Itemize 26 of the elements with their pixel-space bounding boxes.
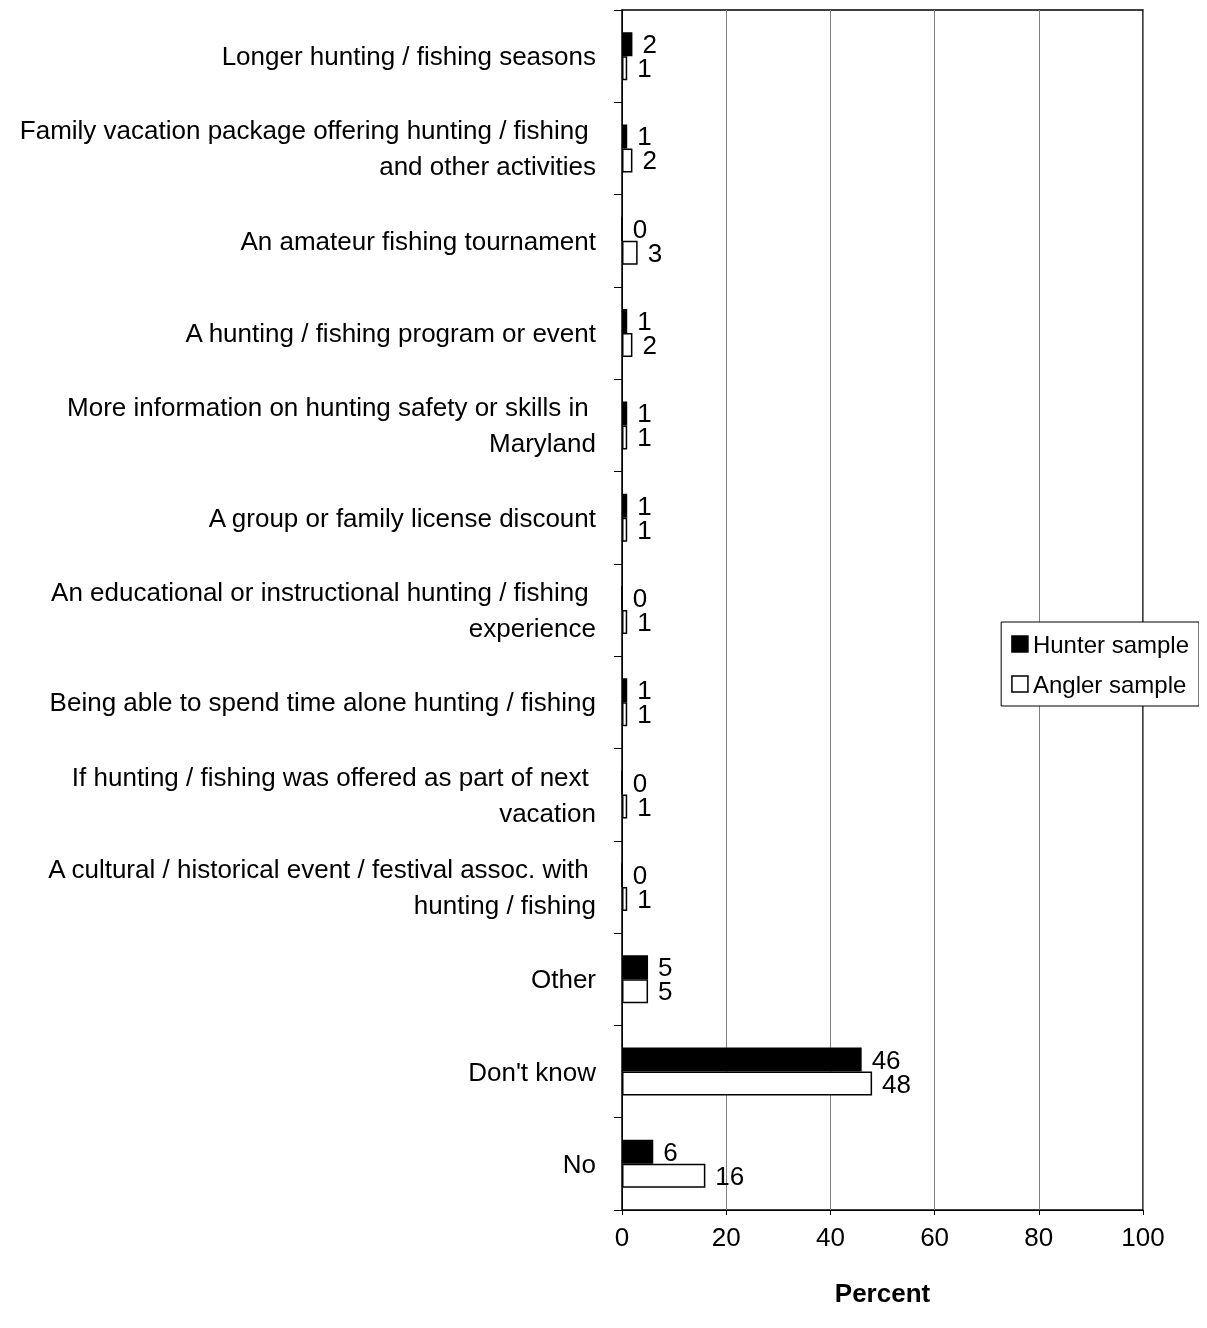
x-tick-label: 20 xyxy=(711,1222,741,1252)
y-tick-label: More information on hunting safety or skills in Maryland xyxy=(67,392,596,459)
y-tick-label: An educational or instructional hunting / fishing experience xyxy=(51,577,596,643)
y-tick-label: Family vacation package offering hunting / fishing and other activities xyxy=(19,115,596,182)
y-tick-label: Don't know xyxy=(468,1056,597,1087)
y-tick-label: If hunting / fishing was offered as part of next vacation xyxy=(71,761,596,828)
data-label: 3 xyxy=(647,237,663,268)
y-tick-label: An amateur fishing tournament xyxy=(240,225,597,256)
y-tick-label: Other xyxy=(530,964,597,995)
data-label: 16 xyxy=(715,1160,745,1191)
data-label: 0 xyxy=(632,213,648,244)
data-label: 6 xyxy=(663,1136,678,1167)
y-tick-label: No xyxy=(562,1148,596,1179)
y-tick-label: A group or family license discount xyxy=(208,502,597,533)
legend-label: Hunter sample xyxy=(1032,630,1190,658)
y-tick-label: A hunting / fishing program or event xyxy=(185,318,597,349)
x-tick-label: 100 xyxy=(1121,1222,1165,1252)
x-tick-label: 60 xyxy=(920,1222,950,1252)
x-axis-title: Percent xyxy=(834,1278,931,1308)
y-tick-label: Longer hunting / fishing seasons xyxy=(221,41,596,72)
y-tick-label: Being able to spend time alone hunting / fishing xyxy=(49,687,596,718)
legend-label: Angler sample xyxy=(1032,670,1187,698)
x-tick-label: 80 xyxy=(1024,1222,1054,1252)
x-tick-label: 40 xyxy=(815,1222,845,1252)
y-tick-label: A cultural / historical event / festival assoc. with hunting / fishing xyxy=(48,853,596,920)
x-tick-label: 0 xyxy=(614,1222,630,1252)
